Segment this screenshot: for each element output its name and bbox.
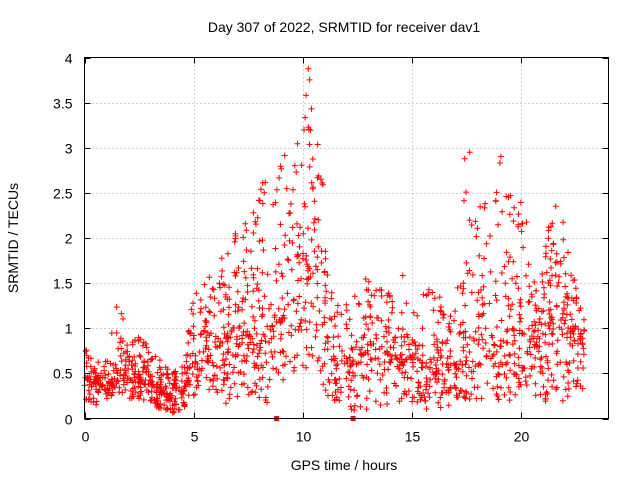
y-tick-label: 4 [65,51,73,67]
x-tick-label: 20 [514,429,530,445]
x-tick-label: 10 [296,429,312,445]
y-tick-label: 0 [65,412,73,428]
grid-lines [84,57,609,419]
y-tick-label: 1 [65,321,73,337]
plot-frame [84,57,609,419]
y-tick-label: 3.5 [53,96,73,112]
y-axis-label: SRMTID / TECUs [5,183,21,293]
x-tick-label: 0 [82,429,90,445]
scatter-points [81,65,588,416]
y-tick-label: 3 [65,141,73,157]
y-tick-label: 2.5 [53,186,73,202]
chart-title: Day 307 of 2022, SRMTID for receiver dav… [208,19,481,35]
y-tick-label: 1.5 [53,276,73,292]
y-tick-label: 0.5 [53,366,73,382]
axes: 0 5 10 15 20 0 0.5 1 1.5 2 2.5 3 3.5 4 [53,51,609,445]
x-axis-label: GPS time / hours [291,457,398,473]
data-points [81,65,588,421]
y-tick-label: 2 [65,231,73,247]
x-tick-label: 5 [191,429,199,445]
x-tick-label: 15 [405,429,421,445]
